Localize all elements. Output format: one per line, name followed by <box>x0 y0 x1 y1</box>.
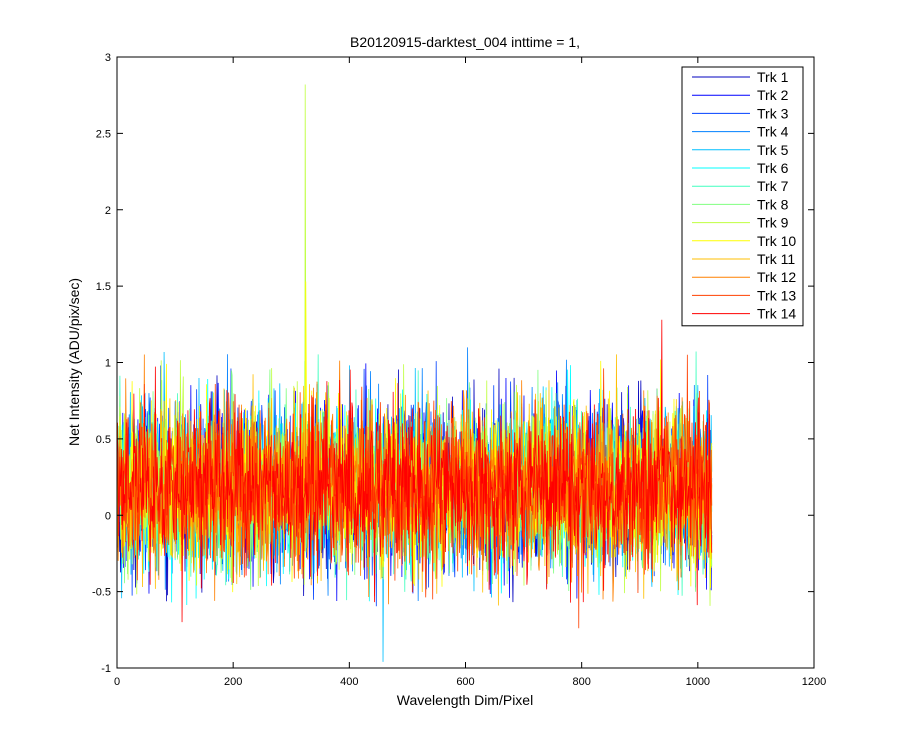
ticks-layer: 0 200 400 600 800 1000 1200 -1 -0.5 0 0.5 1 1.5 2 2.5 3 <box>92 52 826 688</box>
series-layer <box>116 84 713 662</box>
y-tick-label: 0.5 <box>96 434 111 446</box>
y-tick-label: 1 <box>105 358 111 370</box>
y-tick-label: 2.5 <box>96 128 111 140</box>
legend-label: Trk 13 <box>757 287 796 303</box>
y-tick-label: 2 <box>105 205 111 217</box>
chart-title: B20120915-darktest_004 inttime = 1, <box>350 34 580 50</box>
y-axis-title: Net Intensity (ADU/pix/sec) <box>66 278 82 446</box>
legend-label: Trk 7 <box>757 178 789 194</box>
legend-label: Trk 3 <box>757 105 789 121</box>
legend-box <box>681 66 804 327</box>
legend-label: Trk 12 <box>757 269 796 285</box>
legend-label: Trk 11 <box>757 251 795 267</box>
x-tick-label: 600 <box>456 676 474 688</box>
legend-label: Trk 4 <box>757 124 789 140</box>
legend-label: Trk 9 <box>757 215 789 231</box>
x-axis-title: Wavelength Dim/Pixel <box>397 692 533 708</box>
x-tick-label: 1000 <box>686 676 710 688</box>
y-tick-label: 0 <box>105 510 111 522</box>
y-tick-label: -1 <box>101 663 111 675</box>
x-tick-label: 0 <box>114 676 120 688</box>
x-tick-label: 200 <box>224 676 242 688</box>
legend-label: Trk 14 <box>757 306 796 322</box>
x-tick-label: 1200 <box>802 676 826 688</box>
x-tick-label: 800 <box>572 676 590 688</box>
legend-label: Trk 1 <box>757 69 789 85</box>
y-tick-label: 1.5 <box>96 281 111 293</box>
legend-label: Trk 10 <box>757 233 796 249</box>
legend-label: Trk 6 <box>757 160 789 176</box>
legend: Trk 1 Trk 2 Trk 3 Trk 4 Trk 5 Trk 6 Trk 7 Trk 8… <box>681 66 804 327</box>
legend-label: Trk 5 <box>757 142 789 158</box>
series-line-trk-14 <box>116 319 713 623</box>
x-tick-label: 400 <box>340 676 358 688</box>
series-line-trk-13 <box>116 354 713 629</box>
legend-label: Trk 2 <box>757 87 789 103</box>
y-tick-label: -0.5 <box>92 587 111 599</box>
y-tick-label: 3 <box>105 52 111 64</box>
legend-label: Trk 8 <box>757 196 789 212</box>
